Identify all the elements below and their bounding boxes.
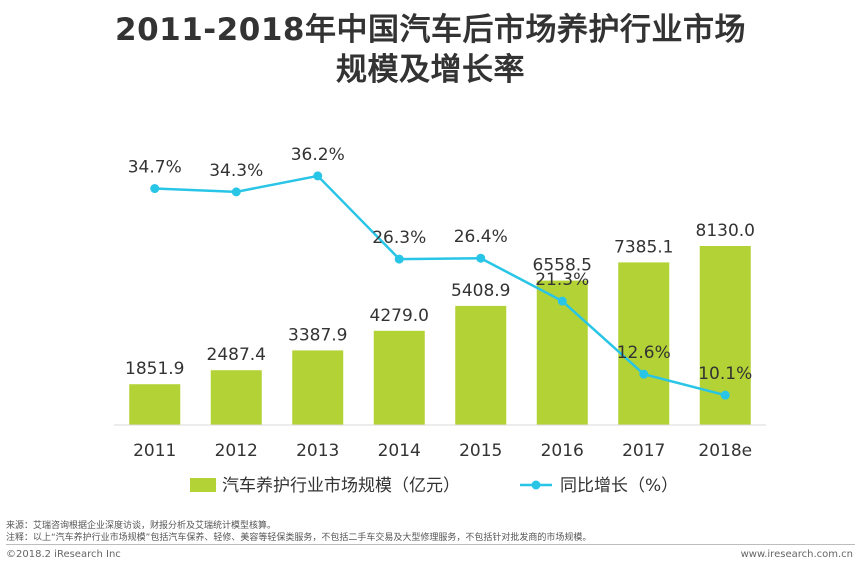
growth-label-2015: 26.4% [454, 227, 508, 247]
x-tick-2017: 2017 [622, 441, 665, 461]
bar-value-label-2015: 5408.9 [451, 281, 510, 301]
bar-value-label-2013: 3387.9 [288, 325, 347, 345]
bar-value-label-2012: 2487.4 [207, 345, 266, 365]
combo-chart: 1851.9 2487.4 3387.9 4279.0 5408.9 6558.5 7385… [114, 145, 766, 496]
legend-line-marker [531, 480, 541, 490]
bar-value-label-2017: 7385.1 [614, 237, 673, 257]
footnote: 注释：以上“汽车养护行业市场规模”包括汽车保养、轻修、美容等轻保类服务，不包括二… [6, 533, 592, 543]
chart-title-line2: 规模及增长率 [336, 52, 525, 88]
growth-label-2013: 36.2% [291, 145, 345, 165]
growth-point-2016 [557, 296, 567, 306]
legend-bar-swatch [190, 478, 216, 492]
bar-2011 [129, 384, 181, 425]
growth-point-2013 [313, 171, 323, 181]
growth-point-2014 [394, 254, 404, 264]
bar-value-label-2014: 4279.0 [370, 306, 429, 326]
chart-legend: 汽车养护行业市场规模（亿元） 同比增长（%） [190, 476, 678, 496]
growth-point-2015 [476, 253, 486, 263]
bar-2015 [455, 305, 507, 425]
chart-title: 2011-2018年中国汽车后市场养护行业市场 规模及增长率 [0, 10, 861, 90]
growth-point-2017 [639, 369, 649, 379]
bar-2017 [618, 262, 670, 425]
x-tick-2014: 2014 [378, 441, 421, 461]
chart-title-line1: 2011-2018年中国汽车后市场养护行业市场 [115, 12, 746, 48]
growth-point-2011 [150, 184, 160, 194]
bar-2013 [292, 350, 344, 425]
growth-label-2017: 12.6% [617, 343, 671, 363]
x-tick-2013: 2013 [296, 441, 339, 461]
legend-bar-label: 汽车养护行业市场规模（亿元） [222, 476, 460, 496]
footer-divider [6, 544, 855, 545]
growth-label-2018e: 10.1% [698, 364, 752, 384]
growth-point-2012 [231, 187, 241, 197]
growth-line [154, 174, 726, 397]
growth-point-2018e [720, 390, 730, 400]
bar-2012 [210, 370, 262, 425]
x-tick-2018e: 2018e [698, 441, 752, 461]
bar-2014 [373, 330, 425, 425]
x-tick-2015: 2015 [459, 441, 502, 461]
growth-label-2016: 21.3% [535, 270, 589, 290]
legend-line-label: 同比增长（%） [560, 476, 678, 496]
bar-value-label-2018e: 8130.0 [696, 221, 755, 241]
footer-notes: 来源：艾瑞咨询根据企业深度访谈，财报分析及艾瑞统计模型核算。 注释：以上“汽车养… [6, 520, 856, 544]
x-axis: 2011 2012 2013 2014 2015 2016 2017 2018e [114, 424, 766, 461]
source-note: 来源：艾瑞咨询根据企业深度访谈，财报分析及艾瑞统计模型核算。 [6, 521, 277, 531]
x-tick-2012: 2012 [215, 441, 258, 461]
website-link[interactable]: www.iresearch.com.cn [740, 549, 853, 560]
bar-series: 1851.9 2487.4 3387.9 4279.0 5408.9 6558.5 7385… [125, 221, 755, 425]
x-tick-2011: 2011 [133, 441, 176, 461]
bar-value-label-2011: 1851.9 [125, 359, 184, 379]
line-series: 34.7% 34.3% 36.2% 26.3% 26.4% 21.3% 12.6% 10.1% [128, 145, 752, 400]
x-tick-2016: 2016 [541, 441, 584, 461]
bar-value-label-2016: 6558.5 [533, 256, 592, 276]
growth-label-2011: 34.7% [128, 158, 182, 178]
growth-label-2014: 26.3% [372, 228, 426, 248]
growth-label-2012: 34.3% [209, 161, 263, 181]
copyright-text: ©2018.2 iResearch Inc [6, 549, 121, 560]
